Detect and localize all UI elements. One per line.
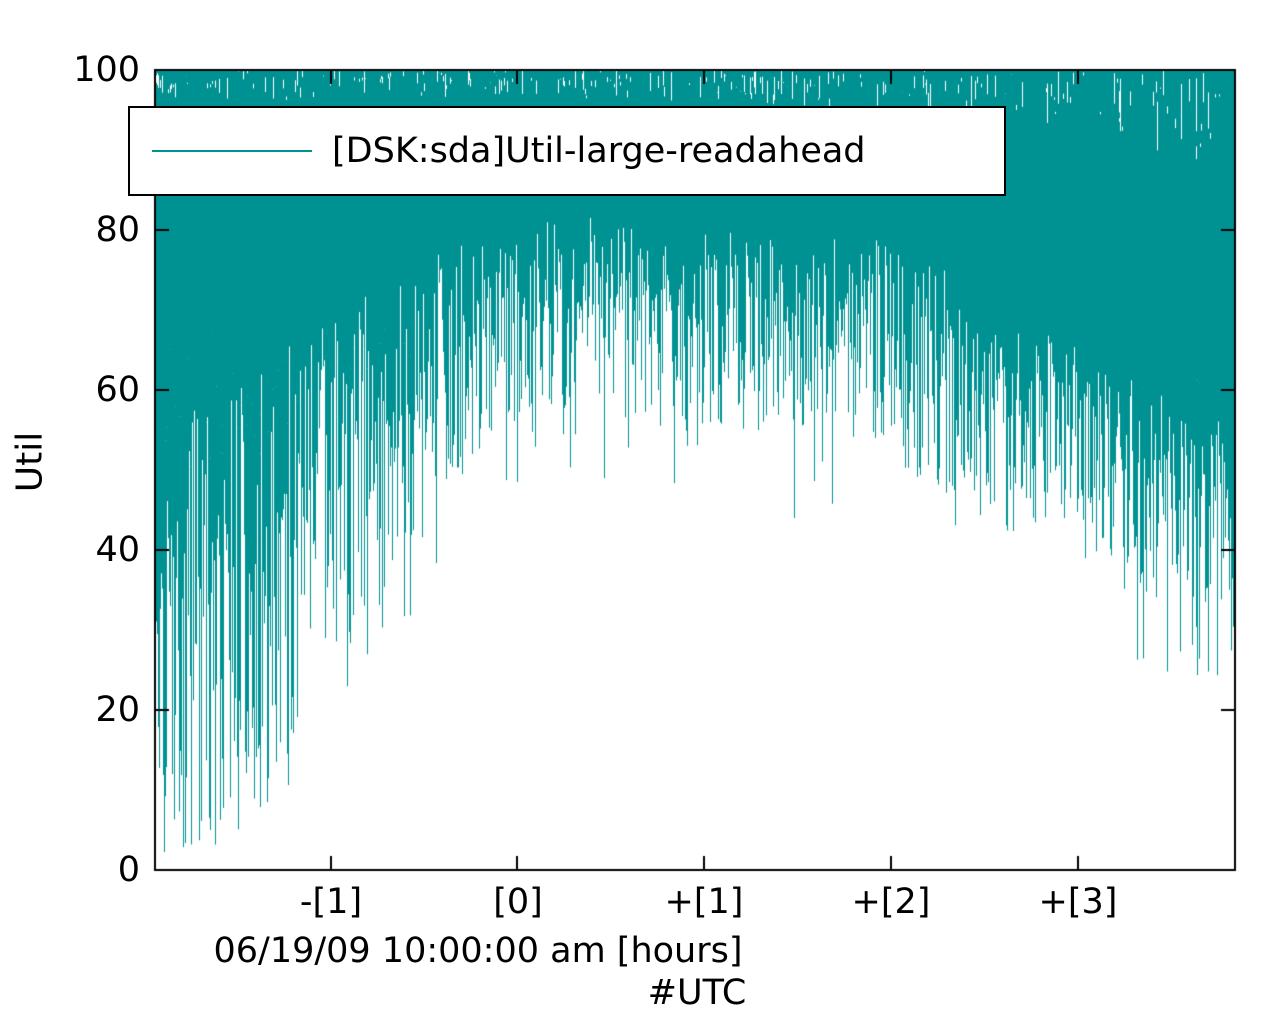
y-tick-label: 0 (117, 850, 140, 890)
y-tick-label: 100 (73, 50, 140, 90)
x-tick-label: +[2] (851, 882, 931, 922)
y-tick-label: 40 (95, 530, 140, 570)
y-tick-label: 80 (95, 210, 140, 250)
legend-line-swatch (152, 150, 312, 152)
x-tick-label: -[1] (299, 882, 363, 922)
x-tick-label: +[1] (664, 882, 744, 922)
x-axis-subtitle: #UTC (647, 973, 747, 1013)
x-tick-label: +[3] (1038, 882, 1118, 922)
y-axis-title: Util (9, 431, 51, 493)
legend: [DSK:sda]Util-large-readahead (128, 106, 1006, 196)
legend-series-label: [DSK:sda]Util-large-readahead (332, 131, 866, 171)
y-tick-label: 60 (95, 370, 140, 410)
x-axis-title: 06/19/09 10:00:00 am [hours] (213, 931, 743, 971)
x-tick-label: [0] (493, 882, 543, 922)
y-tick-label: 20 (95, 690, 140, 730)
